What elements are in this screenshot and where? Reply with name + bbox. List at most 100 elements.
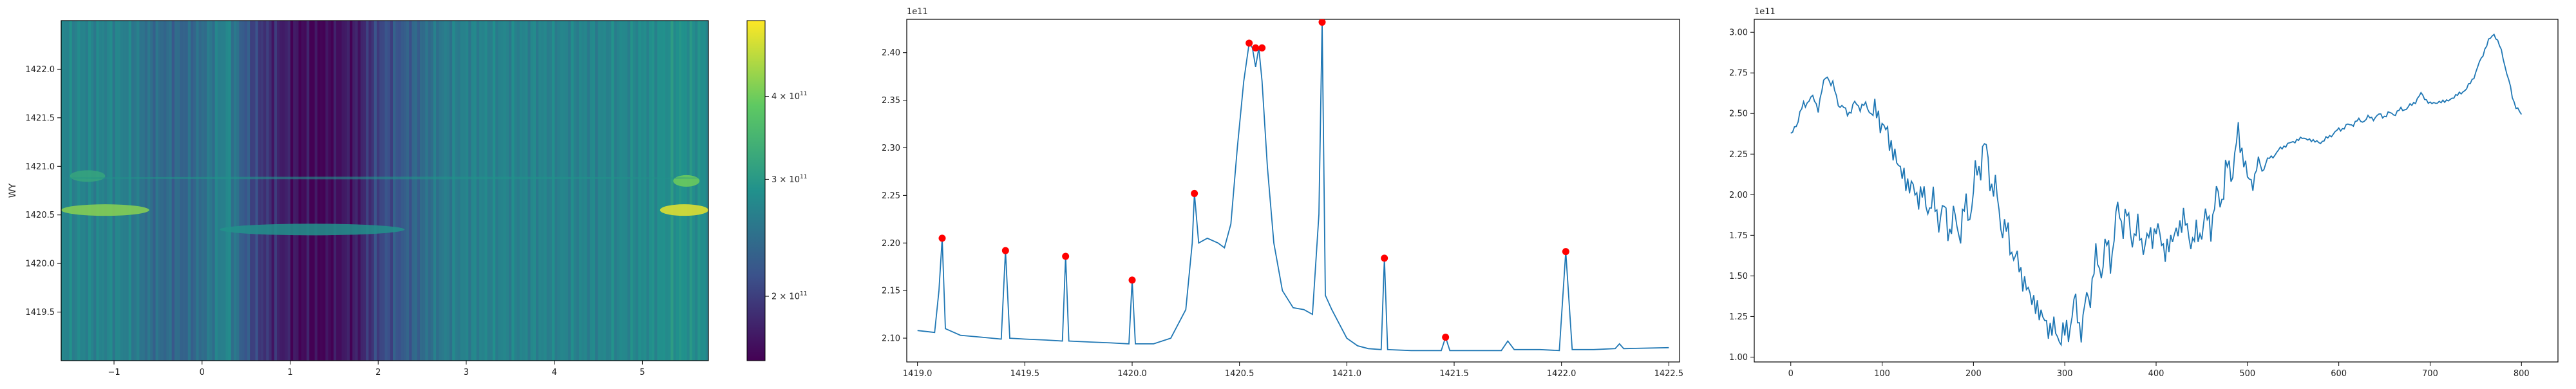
heatmap-column	[250, 21, 253, 361]
heatmap-column	[320, 21, 323, 361]
heatmap-column	[538, 21, 542, 361]
heatmap-column	[549, 21, 553, 361]
x-tick-label: 1419.5	[1010, 369, 1040, 379]
heatmap-column	[605, 21, 609, 361]
heatmap-column	[252, 21, 256, 361]
profile-y-ticks: 1.00 1.25 1.50 1.75 2.00 2.25 2.50 2.75 3.00	[1729, 28, 1754, 363]
heatmap-column	[255, 21, 259, 361]
heatmap-column	[646, 21, 650, 361]
heatmap-column	[638, 21, 641, 361]
heatmap-column	[71, 21, 75, 361]
heatmap-column	[584, 21, 588, 361]
heatmap-column	[419, 21, 423, 361]
heatmap-column	[214, 21, 218, 361]
heatmap-column	[433, 21, 437, 361]
heatmap-column	[109, 21, 113, 361]
heatmap-column	[352, 21, 356, 361]
heatmap-x-ticks: −1 0 1 2 3 4 5	[108, 361, 645, 377]
heatmap-column	[115, 21, 118, 361]
heatmap-column	[390, 21, 393, 361]
heatmap-column	[374, 21, 377, 361]
heatmap-column	[117, 21, 121, 361]
heatmap-column	[350, 21, 353, 361]
heatmap-column	[366, 21, 369, 361]
heatmap-column	[131, 21, 135, 361]
heatmap-column	[155, 21, 159, 361]
heatmap-column	[357, 21, 361, 361]
heatmap-column	[180, 21, 184, 361]
y-tick-label: 2.30	[882, 144, 900, 153]
x-tick-label: 2	[375, 368, 381, 377]
heatmap-column	[61, 21, 64, 361]
x-tick-label: 0	[1788, 369, 1794, 379]
y-tick-label: 2.40	[882, 48, 900, 58]
heatmap-column	[99, 21, 102, 361]
heatmap-column	[277, 21, 280, 361]
heatmap-column	[91, 21, 94, 361]
heatmap-column	[379, 21, 383, 361]
heatmap-feature	[673, 175, 700, 187]
heatmap-column	[436, 21, 439, 361]
heatmap-column	[285, 21, 289, 361]
heatmap-column	[401, 21, 404, 361]
heatmap-column	[298, 21, 302, 361]
colorbar-gradient	[746, 20, 766, 361]
heatmap-column	[371, 21, 375, 361]
y-tick-label: 1420.0	[26, 260, 55, 269]
heatmap-column	[274, 21, 278, 361]
heatmap-column	[212, 21, 216, 361]
heatmap-column	[525, 21, 529, 361]
heatmap-column	[207, 21, 210, 361]
heatmap-column	[455, 21, 459, 361]
heatmap-column	[579, 21, 582, 361]
heatmap-column	[668, 21, 671, 361]
heatmap-column	[363, 21, 366, 361]
heatmap-column	[641, 21, 645, 361]
y-tick-label: 2.50	[1729, 109, 1748, 119]
x-tick-label: 5	[639, 368, 645, 377]
heatmap-column	[652, 21, 655, 361]
heatmap-column	[220, 21, 223, 361]
heatmap-column	[568, 21, 572, 361]
colorbar-tick-label: 3 × 1011	[772, 174, 807, 185]
x-tick-label: 1422.5	[1654, 369, 1684, 379]
heatmap-column	[681, 21, 685, 361]
heatmap-column	[544, 21, 547, 361]
peak-marker	[1062, 252, 1070, 260]
heatmap-column	[382, 21, 386, 361]
heatmap-column	[96, 21, 100, 361]
heatmap-column	[654, 21, 658, 361]
heatmap-column	[514, 21, 518, 361]
heatmap-column	[368, 21, 372, 361]
heatmap-column	[487, 21, 491, 361]
heatmap-column	[632, 21, 636, 361]
heatmap-column	[296, 21, 299, 361]
heatmap-column	[493, 21, 496, 361]
heatmap-column	[627, 21, 631, 361]
heatmap-column	[409, 21, 412, 361]
heatmap-column	[452, 21, 455, 361]
peak-marker	[1562, 248, 1569, 256]
heatmap-column	[93, 21, 97, 361]
heatmap-column	[201, 21, 205, 361]
heatmap-column	[603, 21, 607, 361]
x-tick-label: 1421.0	[1332, 369, 1362, 379]
profile-x-ticks: 0 100 200 300 400 500 600 700 800	[1788, 362, 2530, 379]
heatmap-column	[314, 21, 318, 361]
heatmap-column	[670, 21, 674, 361]
peak-marker	[1318, 19, 1326, 26]
peak-marker	[1128, 276, 1136, 284]
heatmap-column	[239, 21, 243, 361]
heatmap-column	[77, 21, 80, 361]
x-tick-label: 1	[287, 368, 292, 377]
heatmap-column	[619, 21, 623, 361]
heatmap-column	[611, 21, 615, 361]
heatmap-column	[406, 21, 410, 361]
heatmap-column	[171, 21, 175, 361]
heatmap-column	[271, 21, 275, 361]
y-tick-label: 1421.0	[26, 162, 55, 172]
heatmap-column	[695, 21, 698, 361]
heatmap-column	[266, 21, 270, 361]
heatmap-column	[339, 21, 343, 361]
heatmap-column	[174, 21, 178, 361]
